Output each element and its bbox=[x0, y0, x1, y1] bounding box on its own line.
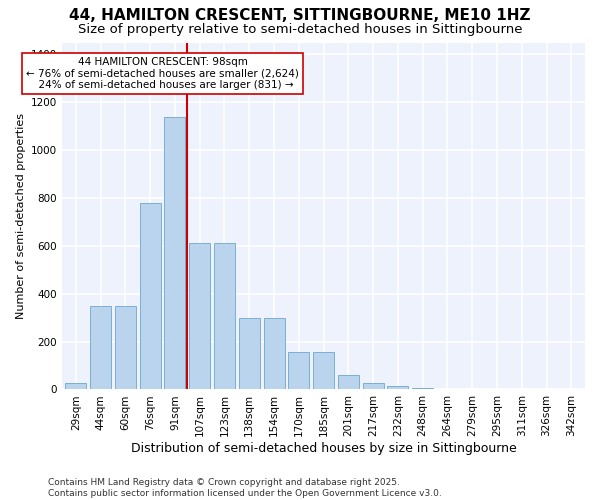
Bar bbox=[115, 306, 136, 390]
Bar bbox=[338, 375, 359, 390]
Text: Contains HM Land Registry data © Crown copyright and database right 2025.
Contai: Contains HM Land Registry data © Crown c… bbox=[48, 478, 442, 498]
Bar bbox=[65, 384, 86, 390]
Bar bbox=[189, 244, 210, 390]
Bar bbox=[90, 306, 111, 390]
Text: 44, HAMILTON CRESCENT, SITTINGBOURNE, ME10 1HZ: 44, HAMILTON CRESCENT, SITTINGBOURNE, ME… bbox=[69, 8, 531, 22]
Bar bbox=[362, 384, 383, 390]
Bar bbox=[288, 352, 310, 390]
Bar bbox=[437, 388, 458, 390]
Text: 44 HAMILTON CRESCENT: 98sqm
← 76% of semi-detached houses are smaller (2,624)
  : 44 HAMILTON CRESCENT: 98sqm ← 76% of sem… bbox=[26, 57, 299, 90]
Bar bbox=[412, 388, 433, 390]
X-axis label: Distribution of semi-detached houses by size in Sittingbourne: Distribution of semi-detached houses by … bbox=[131, 442, 517, 455]
Bar bbox=[263, 318, 284, 390]
Bar bbox=[164, 116, 185, 390]
Text: Size of property relative to semi-detached houses in Sittingbourne: Size of property relative to semi-detach… bbox=[78, 22, 522, 36]
Bar bbox=[214, 244, 235, 390]
Bar bbox=[239, 318, 260, 390]
Bar bbox=[313, 352, 334, 390]
Y-axis label: Number of semi-detached properties: Number of semi-detached properties bbox=[16, 113, 26, 319]
Bar bbox=[388, 386, 409, 390]
Bar bbox=[140, 203, 161, 390]
